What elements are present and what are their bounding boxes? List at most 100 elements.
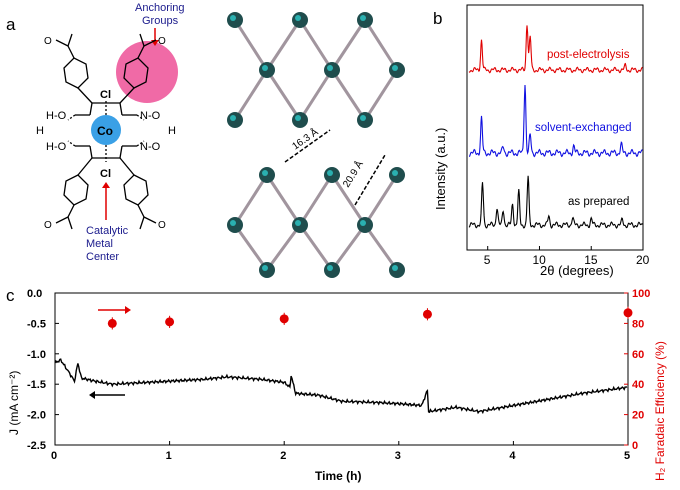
- cobalt-node-highlight: [295, 220, 301, 226]
- linker-bond: [265, 19, 302, 71]
- linker-bond: [330, 69, 367, 121]
- fe-point: [165, 317, 175, 327]
- carboxylate-o-4: O: [158, 220, 166, 231]
- current-axis-arrowhead: [89, 391, 95, 399]
- pxrd-frame: [466, 4, 644, 251]
- catalytic-label-line1: Catalytic: [86, 225, 129, 237]
- panel-a: a Anchoring Groups Co: [0, 0, 215, 275]
- linker-bond: [298, 19, 334, 71]
- pxrd-x-tick-label: 15: [584, 253, 598, 267]
- pxrd-series-1: [469, 84, 643, 158]
- cobalt-node-highlight: [262, 65, 268, 71]
- linker-bond: [363, 174, 399, 226]
- axial-cl-top: Cl: [100, 89, 111, 101]
- cobalt-node-highlight: [392, 170, 398, 176]
- chrono-y-tick-label: -2.0: [27, 410, 46, 422]
- chrono-x-tick-label: 4: [509, 450, 516, 462]
- cobalt-node-highlight: [230, 115, 236, 121]
- chrono-y-tick-label: -0.5: [27, 318, 46, 330]
- chrono-x-tick-label: 0: [51, 450, 57, 462]
- axial-cl-bottom: Cl: [100, 168, 111, 180]
- fe-y-tick-label: 0: [632, 440, 638, 452]
- panel-c: c J (mA cm⁻²) H₂ Faradaic Efficiency (%)…: [0, 285, 680, 485]
- chronoamperometry-chart: c J (mA cm⁻²) H₂ Faradaic Efficiency (%)…: [6, 286, 667, 483]
- cobalt-node-highlight: [327, 265, 333, 271]
- linker-bond: [298, 69, 334, 121]
- cobalt-label: Co: [97, 124, 113, 138]
- pxrd-series-0: [468, 25, 643, 74]
- linker-bond: [265, 69, 302, 121]
- cobalt-node-highlight: [230, 220, 236, 226]
- pxrd-x-tick-label: 10: [532, 253, 546, 267]
- fe-axis-arrowhead: [125, 306, 131, 314]
- molecule-diagram: a Anchoring Groups Co: [6, 2, 185, 263]
- framework-structure: 16.3 Å20.9 Å: [227, 12, 405, 278]
- oxime-left-mid: H: [36, 125, 44, 137]
- catalytic-arrowhead: [102, 182, 110, 188]
- pxrd-y-label: Intensity (a.u.): [433, 128, 448, 210]
- catalytic-label-line2: Metal: [86, 238, 113, 250]
- time-x-label: Time (h): [315, 469, 361, 483]
- carboxylate-o-2: O: [158, 36, 166, 47]
- anchoring-label-line2: Groups: [142, 15, 179, 27]
- linker-bond: [363, 69, 399, 121]
- pxrd-x-tick-label: 5: [484, 253, 491, 267]
- current-trace: [54, 358, 628, 415]
- cobalt-node-highlight: [360, 220, 366, 226]
- oxime-right-top: N-O: [140, 110, 161, 122]
- linker-bond: [330, 224, 367, 271]
- cobalt-node-highlight: [327, 170, 333, 176]
- pxrd-x-label: 2θ (degrees): [540, 263, 614, 278]
- oxime-left-bottom: H-O: [46, 141, 67, 153]
- pxrd-x-tick-label: 20: [636, 253, 650, 267]
- panel-letter-b: b: [433, 9, 442, 28]
- chrono-y-tick-label: -2.5: [27, 440, 46, 452]
- anchoring-label-line1: Anchoring: [135, 2, 185, 14]
- chrono-y-tick-label: -1.5: [27, 379, 46, 391]
- pore-arrow-2: [354, 154, 386, 206]
- fe-y-tick-label: 100: [632, 288, 650, 300]
- linker-bond: [330, 19, 367, 71]
- cobalt-node-highlight: [262, 265, 268, 271]
- cobalt-node-highlight: [295, 15, 301, 21]
- linker-bond: [233, 224, 269, 271]
- cobalt-node-highlight: [360, 115, 366, 121]
- linker-bond: [265, 174, 302, 226]
- pxrd-legend-1: solvent-exchanged: [535, 122, 632, 134]
- linker-bond: [233, 19, 269, 71]
- pxrd-chart: b Intensity (a.u.) 2θ (degrees) 5 10 15 20 p…: [433, 4, 650, 278]
- chrono-y-tick-label: 0.0: [27, 288, 42, 300]
- oxime-right-bottom: N-O: [140, 141, 161, 153]
- pore-label-2: 20.9 Å: [340, 158, 367, 190]
- linker-bond: [233, 174, 269, 226]
- oxime-left-top: H-O: [46, 110, 67, 122]
- pxrd-series-2: [468, 175, 643, 229]
- linker-bond: [298, 224, 334, 271]
- linker-bond: [298, 174, 334, 226]
- chrono-x-tick-label: 3: [395, 450, 401, 462]
- chrono-y-tick-label: -1.0: [27, 349, 46, 361]
- fe-y-tick-label: 20: [632, 410, 644, 422]
- fe-y-tick-label: 80: [632, 318, 644, 330]
- panel-letter-a: a: [6, 15, 16, 34]
- cobalt-node-highlight: [327, 65, 333, 71]
- linker-bond: [233, 69, 269, 121]
- fe-y-tick-label: 40: [632, 379, 644, 391]
- fe-y-label: H₂ Faradaic Efficiency (%): [653, 341, 667, 481]
- catalytic-label-line3: Center: [86, 251, 119, 263]
- carboxylate-o-1: O: [44, 36, 52, 47]
- fe-point: [107, 318, 117, 328]
- pore-arrow-1: [284, 129, 331, 163]
- chrono-x-tick-label: 2: [280, 450, 286, 462]
- panel-letter-c: c: [6, 286, 15, 305]
- pxrd-legend-2: as prepared: [568, 196, 629, 208]
- chrono-x-tick-label: 1: [166, 450, 172, 462]
- carboxylate-o-3: O: [44, 220, 52, 231]
- cobalt-node-highlight: [392, 65, 398, 71]
- linker-bond: [330, 174, 367, 226]
- cobalt-node-highlight: [295, 115, 301, 121]
- framework-panel: 16.3 Å 20.9 Å: [215, 0, 425, 280]
- chrono-x-tick-label: 5: [624, 450, 630, 462]
- cobalt-node-highlight: [360, 15, 366, 21]
- fe-point: [422, 309, 432, 319]
